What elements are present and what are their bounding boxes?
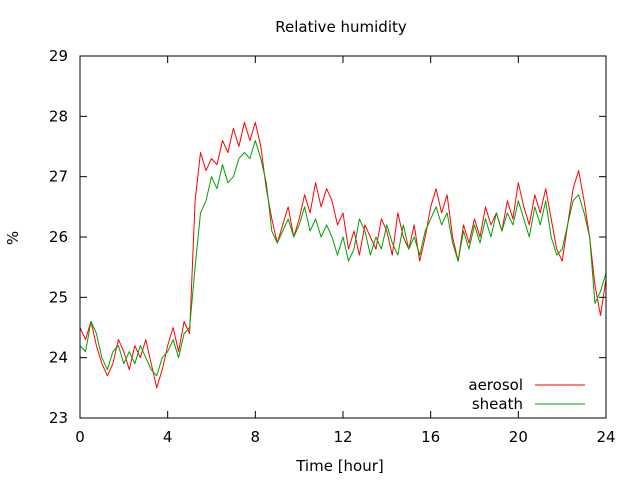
y-tick-label: 27: [49, 168, 68, 186]
y-tick-label: 26: [49, 228, 68, 246]
y-tick-label: 29: [49, 47, 68, 65]
legend-label-aerosol: aerosol: [468, 376, 523, 394]
legend-label-sheath: sheath: [472, 395, 523, 413]
y-tick-label: 23: [49, 409, 68, 427]
y-axis-label: %: [4, 231, 22, 245]
x-tick-label: 0: [75, 428, 85, 446]
series-line-sheath: [79, 140, 607, 377]
x-axis-label: Time [hour]: [295, 457, 384, 475]
y-tick-label: 24: [49, 349, 68, 367]
y-tick-label: 25: [49, 288, 68, 306]
axes-group: 23 24 25 26 27 28 29 0 4 8 12 16 20 24: [49, 47, 616, 446]
x-tick-label: 16: [421, 428, 440, 446]
x-tick-label: 8: [251, 428, 261, 446]
x-tick-label: 4: [163, 428, 173, 446]
x-tick-label: 20: [509, 428, 528, 446]
plot-series-group: [79, 121, 607, 389]
y-tick-label: 28: [49, 107, 68, 125]
x-tick-label: 24: [596, 428, 615, 446]
chart-title: Relative humidity: [275, 18, 407, 36]
series-line-aerosol: [79, 121, 607, 389]
x-tick-label: 12: [333, 428, 352, 446]
